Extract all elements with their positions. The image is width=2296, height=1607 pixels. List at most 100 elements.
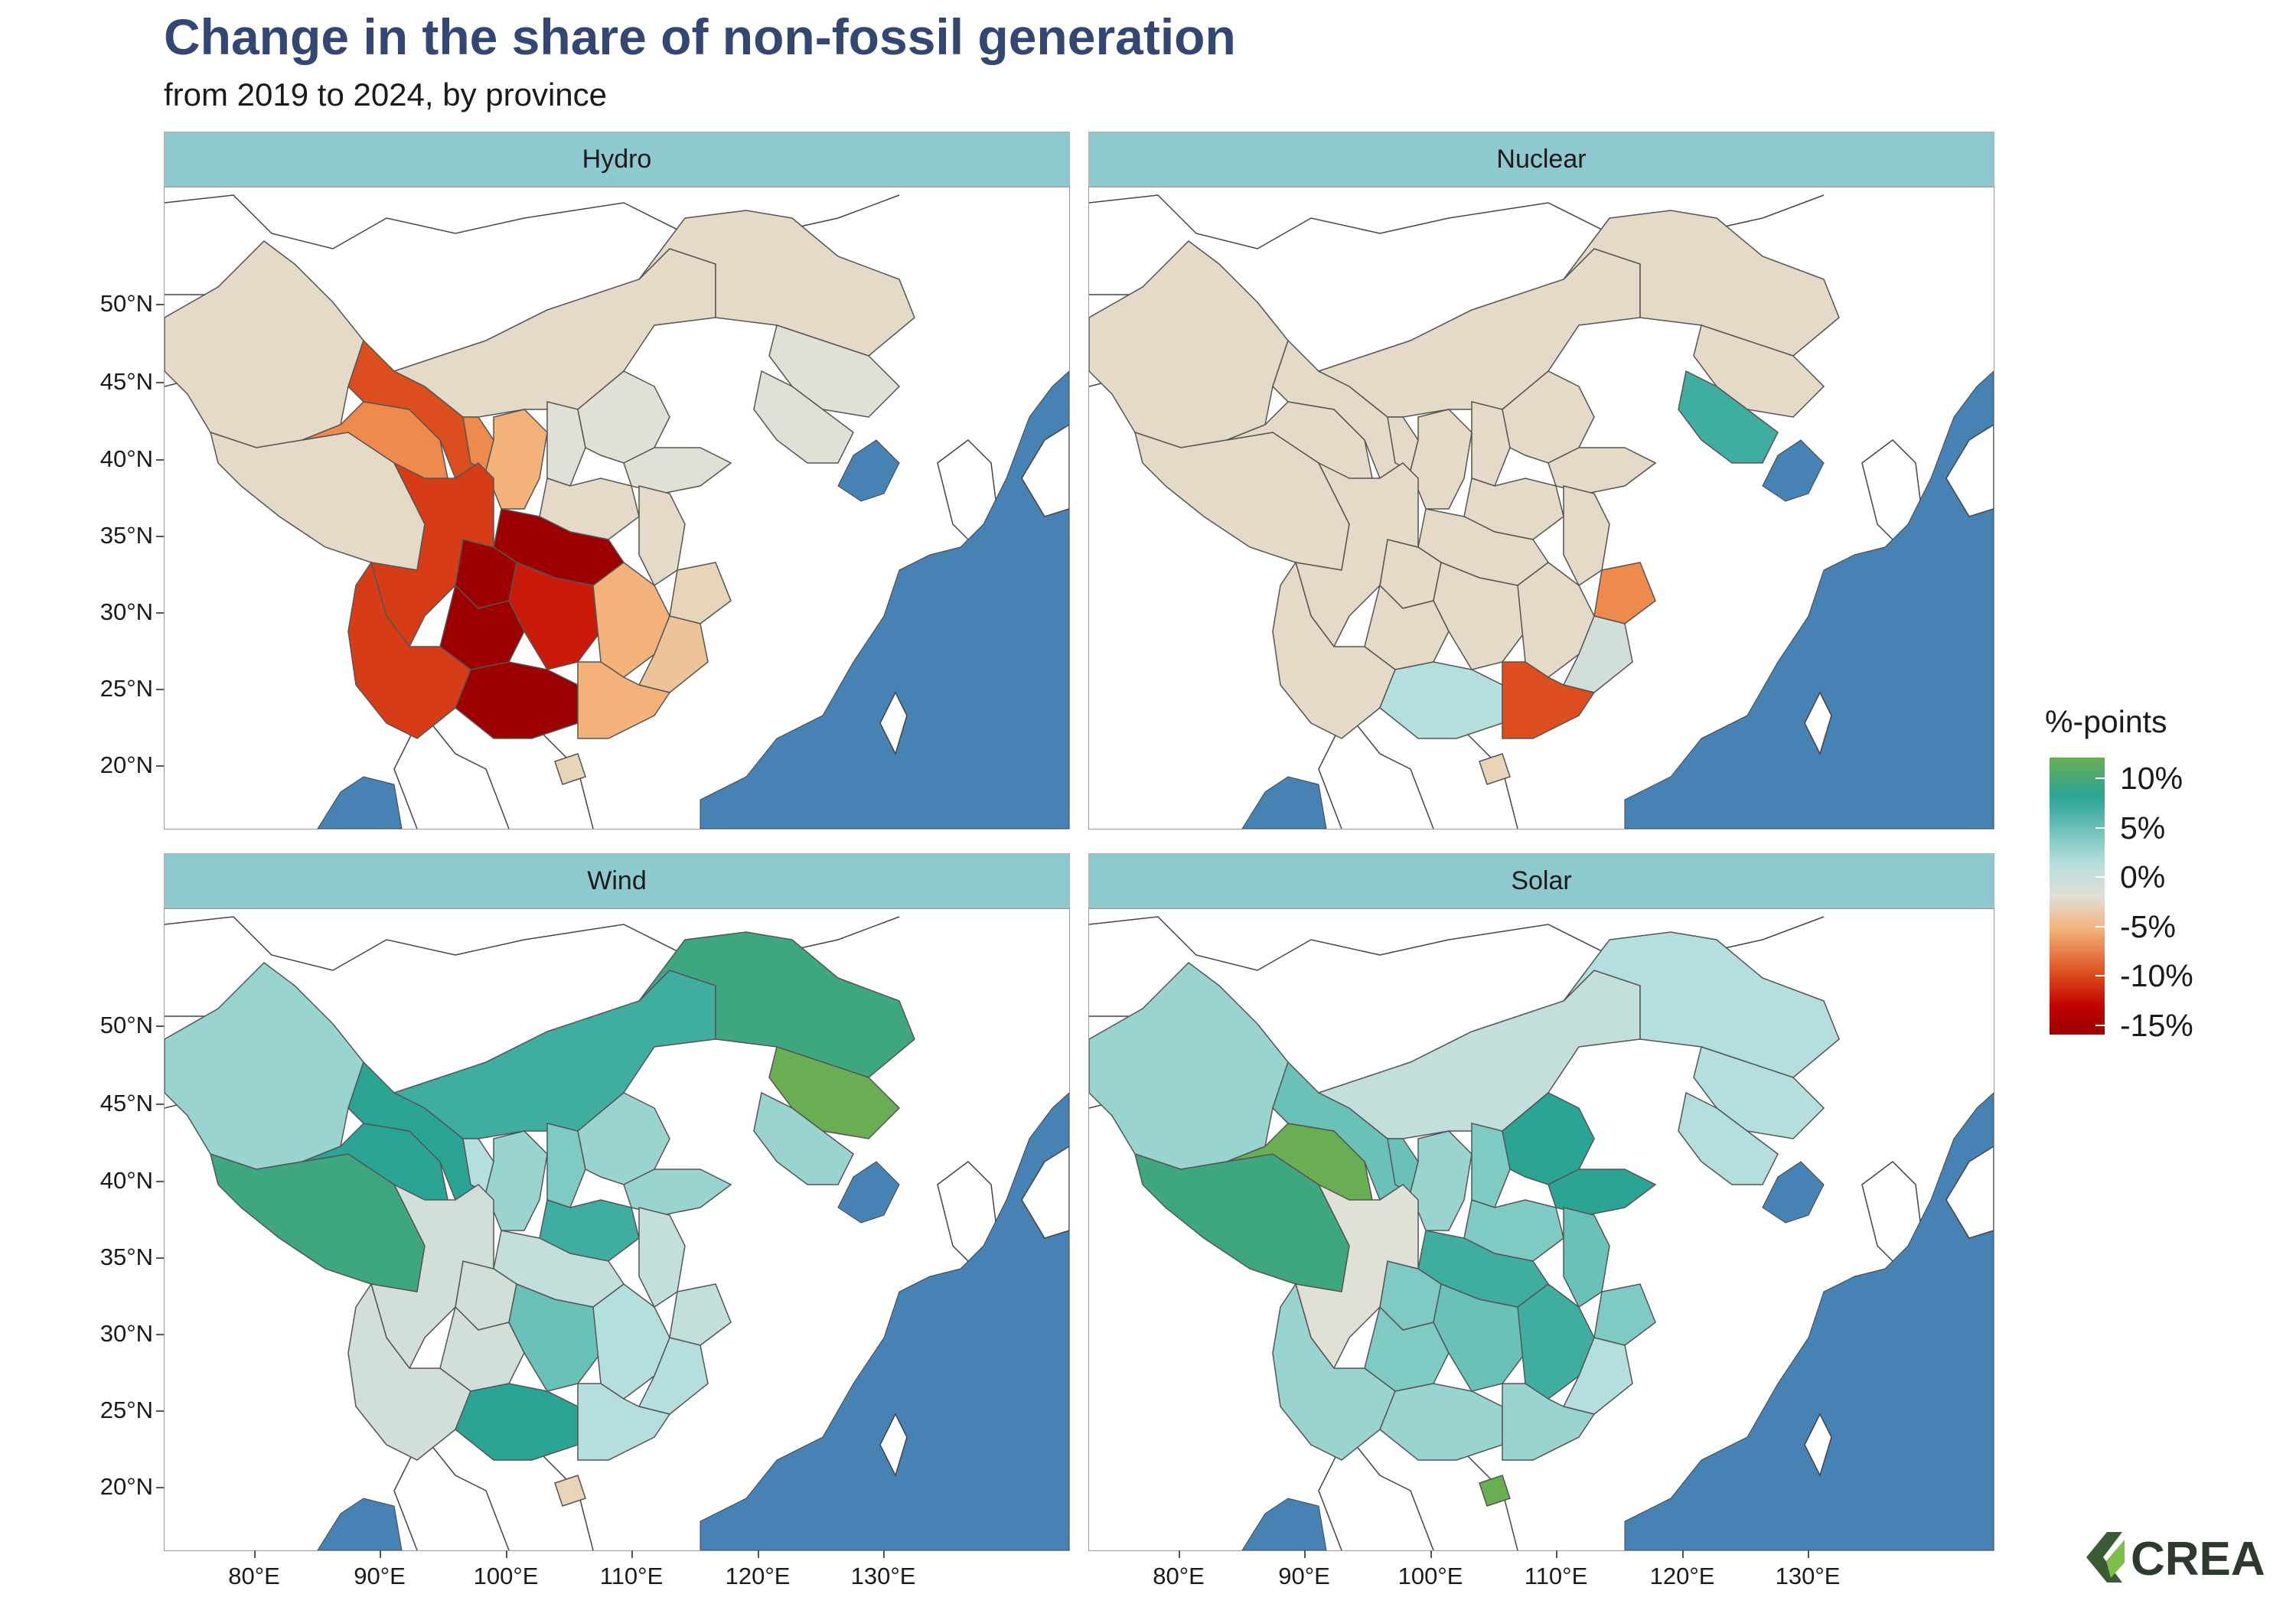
legend-label: -10% — [2120, 958, 2193, 994]
chart-subtitle: from 2019 to 2024, by province — [164, 77, 608, 112]
panel-strip-label: Nuclear — [1088, 132, 1994, 187]
province-qinghai — [302, 401, 448, 494]
province-qinghai — [302, 1123, 448, 1216]
axis-tick — [156, 689, 164, 690]
panel-strip-label: Hydro — [164, 132, 1070, 187]
y-axis-label: 30°N — [99, 598, 153, 625]
axis-tick — [1682, 1550, 1684, 1558]
province-xinjiang — [1089, 962, 1289, 1170]
axis-tick — [156, 1334, 164, 1335]
province-yunnan — [347, 561, 471, 739]
province-liaoning — [1678, 370, 1779, 464]
x-axis-label: 80°E — [1153, 1563, 1205, 1589]
x-axis-label: 110°E — [599, 1563, 664, 1589]
legend-tick — [2095, 826, 2105, 829]
axis-tick — [156, 1181, 164, 1182]
y-axis-label: 25°N — [99, 675, 153, 702]
y-axis-label: 45°N — [99, 1090, 153, 1116]
x-axis-label: 90°E — [1278, 1563, 1330, 1589]
panel-wind: Wind — [164, 853, 1070, 1551]
axis-tick — [156, 1410, 164, 1412]
y-axis-label: 30°N — [99, 1320, 153, 1347]
province-shandong — [1548, 447, 1657, 494]
crea-logo: CREA — [2086, 1532, 2265, 1586]
axis-tick — [156, 304, 164, 305]
province-heilongjiang — [1563, 931, 1840, 1078]
legend-label: 0% — [2120, 859, 2166, 895]
province-jilin — [768, 1046, 901, 1139]
x-axis-label: 120°E — [1649, 1563, 1715, 1589]
province-heilongjiang — [638, 931, 915, 1078]
province-guangdong — [577, 661, 671, 739]
legend-tick — [2095, 876, 2105, 878]
map-wind — [164, 908, 1070, 1551]
axis-tick — [883, 1550, 885, 1558]
axis-tick — [156, 1257, 164, 1259]
legend-label: 5% — [2120, 810, 2166, 846]
province-yunnan — [347, 1283, 471, 1461]
legend-tick — [2095, 975, 2105, 977]
legend-tick — [2095, 777, 2105, 779]
province-hainan — [1479, 753, 1511, 785]
legend-colorbar — [2050, 758, 2105, 1035]
chart-title: Change in the share of non-fossil genera… — [164, 8, 1236, 65]
axis-tick — [156, 612, 164, 614]
province-shandong — [623, 1169, 732, 1216]
axis-tick — [156, 459, 164, 461]
x-axis-label: 100°E — [473, 1563, 539, 1589]
province-xinjiang — [1089, 240, 1289, 448]
province-zhejiang — [669, 1283, 732, 1346]
axis-tick — [631, 1550, 633, 1558]
province-liaoning — [753, 370, 854, 464]
province-heilongjiang — [1563, 210, 1840, 357]
axis-tick — [1430, 1550, 1432, 1558]
legend-tick — [2095, 1025, 2105, 1027]
panel-nuclear: Nuclear — [1088, 132, 1994, 830]
axis-tick — [1179, 1550, 1180, 1558]
y-axis-label: 45°N — [99, 368, 153, 395]
province-qinghai — [1226, 1123, 1373, 1216]
province-sichuan — [370, 1183, 494, 1370]
province-guangdong — [577, 1383, 671, 1461]
province-jiangxi — [592, 1283, 670, 1400]
panel-hydro: Hydro — [164, 132, 1070, 830]
logo-text: CREA — [2131, 1533, 2265, 1586]
axis-tick — [1808, 1550, 1809, 1558]
legend-label: 10% — [2120, 760, 2183, 796]
x-axis-label: 120°E — [725, 1563, 791, 1589]
legend-label: -15% — [2120, 1008, 2193, 1044]
y-axis-label: 50°N — [99, 1012, 153, 1038]
province-heilongjiang — [638, 210, 915, 357]
province-shaanxi — [1410, 409, 1473, 510]
province-xinjiang — [165, 240, 364, 448]
y-axis-label: 35°N — [99, 522, 153, 549]
x-axis-label: 130°E — [850, 1563, 916, 1589]
y-axis-label: 40°N — [99, 1167, 153, 1194]
province-hainan — [554, 753, 586, 785]
province-qinghai — [1226, 401, 1373, 494]
axis-tick — [1304, 1550, 1306, 1558]
province-jilin — [768, 324, 901, 418]
map-hydro — [164, 187, 1070, 830]
province-yunnan — [1272, 1283, 1396, 1461]
province-jilin — [1693, 1046, 1825, 1139]
province-hainan — [554, 1475, 586, 1507]
province-shandong — [623, 447, 732, 494]
province-jiangxi — [1517, 562, 1595, 678]
province-sichuan — [1294, 1183, 1419, 1370]
map-solar — [1088, 908, 1994, 1551]
province-zhejiang — [1593, 1283, 1656, 1346]
y-axis-label: 20°N — [99, 751, 153, 778]
province-sichuan — [370, 461, 494, 648]
province-sichuan — [1294, 461, 1419, 648]
province-anhui — [638, 1207, 686, 1309]
axis-tick — [156, 536, 164, 537]
province-anhui — [1563, 1207, 1610, 1309]
panel-strip-label: Wind — [164, 853, 1070, 908]
province-jiangxi — [592, 562, 670, 678]
province-xinjiang — [165, 962, 364, 1170]
legend-tick — [2095, 925, 2105, 927]
legend-label: -5% — [2120, 908, 2176, 944]
province-liaoning — [1678, 1091, 1779, 1185]
axis-tick — [156, 382, 164, 383]
